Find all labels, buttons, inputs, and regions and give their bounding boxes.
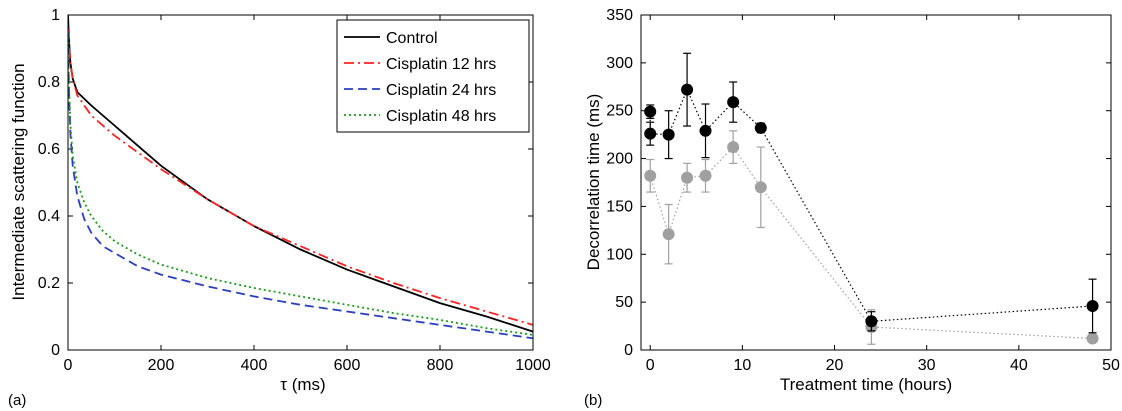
x-tick-label: 0 — [646, 357, 655, 374]
panel-a-ticks: 0 200 400 600 800 1000 0 0.2 0.4 0.6 0.8 1 — [38, 7, 551, 374]
y-tick-label: 100 — [606, 246, 633, 263]
y-tick-label: 0.8 — [38, 74, 60, 91]
data-point — [727, 141, 740, 154]
y-tick-label: 250 — [606, 103, 633, 120]
legend-entry: Control — [386, 30, 438, 47]
data-point — [727, 96, 740, 109]
panel-b-series — [644, 52, 1099, 345]
x-tick-label: 400 — [241, 357, 268, 374]
data-point-with-error-bar — [1086, 332, 1099, 345]
data-point-with-error-bar — [644, 121, 657, 146]
panel-a-axes-box — [67, 14, 534, 351]
legend-entry: Cisplatin 24 hrs — [386, 82, 496, 99]
data-point — [1086, 332, 1099, 345]
y-tick-label: 0.4 — [38, 208, 60, 225]
data-point-with-error-bar — [699, 158, 712, 193]
panel-b-axes-box — [640, 14, 1112, 351]
y-tick-label: 0.6 — [38, 141, 60, 158]
panel-b-x-label: Treatment time (hours) — [780, 375, 952, 394]
x-tick-label: 20 — [826, 357, 844, 374]
data-point-with-error-bar — [754, 121, 767, 134]
y-tick-label: 1 — [51, 7, 60, 24]
legend-entry: Cisplatin 48 hrs — [386, 108, 496, 125]
y-tick-label: 0 — [624, 342, 633, 359]
data-point — [699, 124, 712, 137]
data-point-with-error-bar — [662, 110, 675, 160]
panel-a-series — [68, 15, 533, 340]
data-point — [754, 121, 767, 134]
legend-box — [336, 19, 530, 133]
x-tick-label: 30 — [918, 357, 936, 374]
data-point-with-error-bar — [754, 146, 767, 229]
data-point — [1086, 299, 1099, 312]
data-point-with-error-bar — [644, 104, 657, 119]
panel-a-line-chart: 0 200 400 600 800 1000 0 0.2 0.4 0.6 0.8 1 τ (ms) I… — [8, 7, 551, 409]
series-line — [68, 31, 533, 336]
legend-entry: Cisplatin 12 hrs — [386, 56, 496, 73]
series-line — [68, 28, 533, 326]
x-tick-label: 600 — [334, 357, 361, 374]
data-point — [662, 228, 675, 241]
panel-b-label: (b) — [584, 392, 602, 409]
x-tick-label: 40 — [1010, 357, 1028, 374]
data-point — [644, 105, 657, 118]
data-point — [681, 83, 694, 96]
data-point-with-error-bar — [727, 130, 740, 164]
y-tick-label: 0.2 — [38, 275, 60, 292]
x-tick-label: 0 — [64, 357, 73, 374]
data-point-with-error-bar — [699, 103, 712, 159]
y-tick-label: 200 — [606, 151, 633, 168]
panel-a-label: (a) — [8, 392, 26, 409]
panel-b-ticks: 0 10 20 30 40 50 0 50 100 150 200 250 300 350 — [606, 7, 1120, 374]
y-tick-label: 350 — [606, 7, 633, 24]
panel-a-legend: Control Cisplatin 12 hrs Cisplatin 24 hrs C… — [336, 19, 530, 133]
x-tick-label: 10 — [733, 357, 751, 374]
data-point — [865, 315, 878, 328]
y-tick-label: 0 — [51, 342, 60, 359]
data-point-with-error-bar — [662, 203, 675, 265]
data-point — [681, 171, 694, 184]
data-point-with-error-bar — [1086, 278, 1099, 334]
data-point — [644, 127, 657, 140]
data-point-with-error-bar — [865, 311, 878, 332]
x-tick-label: 1000 — [515, 357, 551, 374]
y-tick-label: 150 — [606, 198, 633, 215]
data-point-with-error-bar — [644, 158, 657, 193]
data-point — [662, 128, 675, 141]
series-connector-line — [649, 146, 1093, 340]
data-point-with-error-bar — [681, 52, 694, 127]
panel-a-x-label: τ (ms) — [280, 375, 325, 394]
data-point-with-error-bar — [681, 162, 694, 193]
series-line — [68, 31, 533, 340]
panel-b-y-label: Decorrelation time (ms) — [584, 94, 603, 271]
y-tick-label: 300 — [606, 55, 633, 72]
x-tick-label: 50 — [1102, 357, 1120, 374]
data-point — [754, 181, 767, 194]
data-point — [644, 169, 657, 182]
x-tick-label: 800 — [427, 357, 454, 374]
panel-a-y-label: Intermediate scattering function — [9, 63, 28, 300]
y-tick-label: 50 — [615, 294, 633, 311]
data-point — [699, 169, 712, 182]
x-tick-label: 200 — [148, 357, 175, 374]
series-connector-line — [649, 88, 1093, 322]
panel-b-scatter-chart: 0 10 20 30 40 50 0 50 100 150 200 250 300 350 Treatme… — [584, 7, 1120, 409]
data-point-with-error-bar — [727, 81, 740, 123]
